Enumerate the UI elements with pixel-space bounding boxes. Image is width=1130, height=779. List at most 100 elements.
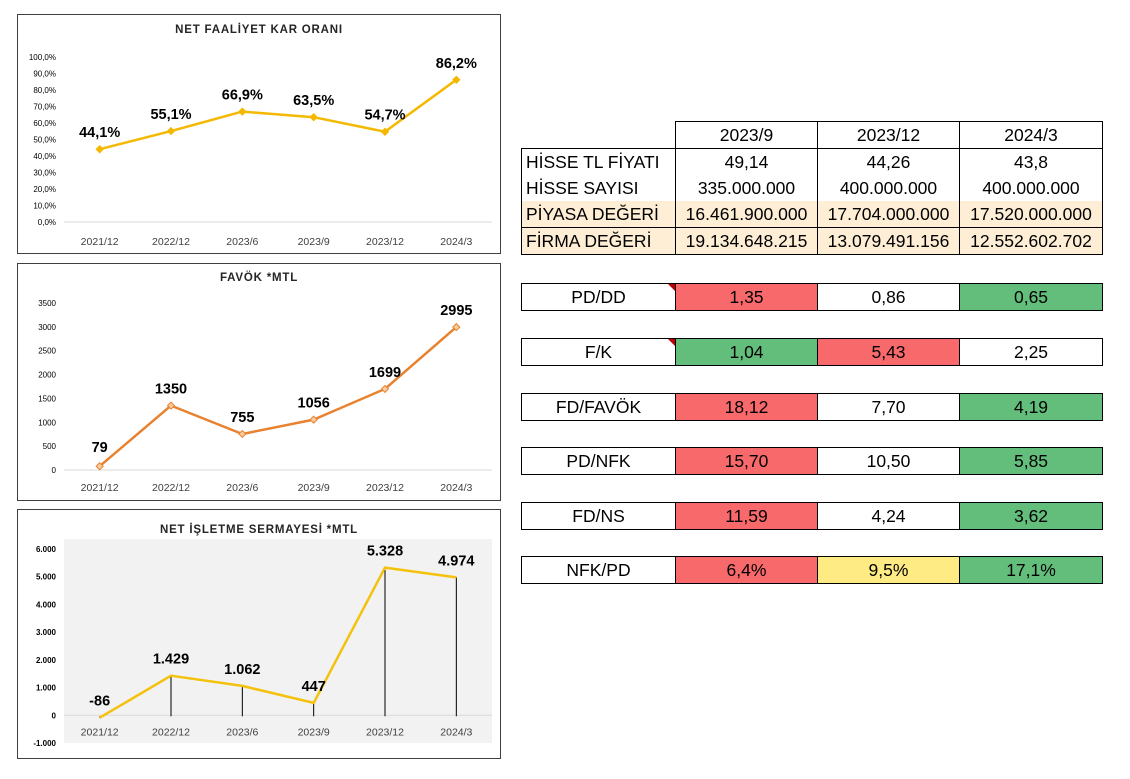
data-label: 44,1% bbox=[79, 125, 120, 141]
y-tick-label: 10,0% bbox=[33, 202, 56, 211]
comment-flag-icon bbox=[668, 284, 675, 291]
y-tick-label: 30,0% bbox=[33, 169, 56, 178]
ratio-cell: 11,59 bbox=[675, 502, 818, 530]
x-tick-label: 2024/3 bbox=[440, 236, 472, 248]
y-tick-label: -1.000 bbox=[33, 739, 56, 748]
data-label: 5.328 bbox=[367, 544, 403, 560]
y-tick-label: 100,0% bbox=[29, 53, 56, 62]
y-tick-label: 3000 bbox=[38, 323, 56, 332]
x-tick-label: 2023/9 bbox=[298, 482, 330, 494]
data-label: 1056 bbox=[298, 396, 330, 412]
chart-favok: FAVÖK *MTL 0 500 1000 1500 2000 2500 3000 3500 20… bbox=[17, 263, 501, 501]
y-tick-label: 5.000 bbox=[36, 573, 57, 582]
chart-svg: NET İŞLETME SERMAYESİ *MTL -1.000 0 1.000 2.… bbox=[33, 523, 492, 748]
x-tick-label: 2022/12 bbox=[152, 236, 190, 248]
ratio-cell: 6,4% bbox=[675, 556, 818, 584]
data-point bbox=[309, 113, 318, 122]
table-cell: 400.000.000 bbox=[817, 175, 960, 201]
table-row-hisse-sayisi: HİSSE SAYISI 335.000.000 400.000.000 400… bbox=[521, 175, 1103, 201]
x-tick-label: 2023/6 bbox=[226, 726, 258, 738]
y-tick-label: 80,0% bbox=[33, 86, 56, 95]
y-tick-label: 2500 bbox=[38, 347, 56, 356]
ratio-row-pd-dd: PD/DD 1,35 0,86 0,65 bbox=[521, 283, 1103, 311]
ratio-cell: 5,85 bbox=[959, 447, 1103, 475]
table-cell: 19.134.648.215 bbox=[675, 227, 818, 255]
x-tick-label: 2023/6 bbox=[226, 482, 258, 494]
table-cell: 43,8 bbox=[959, 148, 1103, 175]
y-tick-label: 500 bbox=[43, 442, 57, 451]
table-cell: 335.000.000 bbox=[675, 175, 818, 201]
y-tick-label: 1500 bbox=[38, 394, 56, 403]
x-tick-label: 2023/12 bbox=[366, 482, 404, 494]
row-label: FİRMA DEĞERİ bbox=[521, 227, 676, 255]
x-tick-label: 2021/12 bbox=[81, 482, 119, 494]
y-tick-label: 20,0% bbox=[33, 185, 56, 194]
row-label: HİSSE TL FİYATI bbox=[521, 148, 676, 175]
table-row-firma-degeri: FİRMA DEĞERİ 19.134.648.215 13.079.491.1… bbox=[521, 227, 1103, 255]
y-tick-label: 1.000 bbox=[36, 684, 57, 693]
data-point bbox=[166, 126, 176, 136]
x-tick-label: 2021/12 bbox=[81, 236, 119, 248]
row-label: PİYASA DEĞERİ bbox=[521, 201, 676, 228]
table-cell: 13.079.491.156 bbox=[817, 227, 960, 255]
data-point bbox=[95, 462, 104, 471]
data-point bbox=[309, 415, 318, 424]
data-label: 2995 bbox=[440, 303, 472, 319]
ratio-cell: 18,12 bbox=[675, 393, 818, 421]
table-cell: 12.552.602.702 bbox=[959, 227, 1103, 255]
ratio-cell: 2,25 bbox=[959, 338, 1103, 366]
ratio-cell: 1,35 bbox=[675, 283, 818, 311]
table-cell: 44,26 bbox=[817, 148, 960, 175]
chart-svg: NET FAALİYET KAR ORANI 0,0% 10,0% 20,0% 30,0… bbox=[29, 23, 492, 248]
y-tick-label: 3500 bbox=[38, 299, 56, 308]
y-tick-label: 4.000 bbox=[36, 600, 57, 609]
data-label: 66,9% bbox=[222, 88, 263, 104]
ratio-label: F/K bbox=[521, 338, 676, 366]
y-tick-label: 6.000 bbox=[36, 545, 57, 554]
x-tick-label: 2022/12 bbox=[152, 482, 190, 494]
ratio-row-f-k: F/K 1,04 5,43 2,25 bbox=[521, 338, 1103, 366]
data-label: 54,7% bbox=[364, 108, 405, 124]
row-label: HİSSE SAYISI bbox=[521, 175, 676, 201]
y-tick-label: 90,0% bbox=[33, 70, 56, 79]
ratio-label: PD/DD bbox=[521, 283, 676, 311]
y-tick-label: 50,0% bbox=[33, 136, 56, 145]
ratio-row-nfk-pd: NFK/PD 6,4% 9,5% 17,1% bbox=[521, 556, 1103, 584]
ratio-label: NFK/PD bbox=[521, 556, 676, 584]
data-point bbox=[238, 107, 247, 116]
y-tick-label: 2.000 bbox=[36, 656, 57, 665]
x-tick-label: 2023/6 bbox=[226, 236, 258, 248]
x-tick-label: 2023/9 bbox=[298, 726, 330, 738]
ratio-row-fd-favok: FD/FAVÖK 18,12 7,70 4,19 bbox=[521, 393, 1103, 421]
ratio-cell: 15,70 bbox=[675, 447, 818, 475]
data-point bbox=[95, 145, 104, 154]
table-cell: 49,14 bbox=[675, 148, 818, 175]
x-tick-label: 2021/12 bbox=[81, 726, 119, 738]
table-cell: 17.704.000.000 bbox=[817, 201, 960, 228]
data-point bbox=[452, 322, 461, 332]
chart-net-isletme-sermayesi: NET İŞLETME SERMAYESİ *MTL -1.000 0 1.000 2.… bbox=[17, 509, 501, 759]
x-tick-label: 2024/3 bbox=[440, 726, 472, 738]
table-header-cell: 2024/3 bbox=[959, 121, 1103, 149]
valuation-table: 2023/9 2023/12 2024/3 HİSSE TL FİYATI 49… bbox=[521, 121, 1103, 255]
table-header-cell: 2023/12 bbox=[817, 121, 960, 149]
data-point bbox=[380, 127, 390, 136]
table-cell: 16.461.900.000 bbox=[675, 201, 818, 228]
table-header-row: 2023/9 2023/12 2024/3 bbox=[521, 121, 1103, 149]
series-line bbox=[99, 566, 457, 719]
x-tick-label: 2022/12 bbox=[152, 726, 190, 738]
x-tick-label: 2024/3 bbox=[440, 482, 472, 494]
data-label: 447 bbox=[302, 679, 326, 695]
table-cell: 17.520.000.000 bbox=[959, 201, 1103, 228]
chart-title: NET FAALİYET KAR ORANI bbox=[175, 23, 343, 36]
data-point bbox=[380, 384, 390, 394]
series-line bbox=[99, 78, 458, 151]
y-tick-label: 0 bbox=[52, 711, 57, 720]
series-line bbox=[98, 326, 458, 468]
table-row-piyasa-degeri: PİYASA DEĞERİ 16.461.900.000 17.704.000.… bbox=[521, 201, 1103, 228]
ratio-cell: 10,50 bbox=[817, 447, 960, 475]
ratio-label: FD/NS bbox=[521, 502, 676, 530]
ratio-cell: 4,19 bbox=[959, 393, 1103, 421]
ratio-cell: 7,70 bbox=[817, 393, 960, 421]
ratio-cell: 4,24 bbox=[817, 502, 960, 530]
